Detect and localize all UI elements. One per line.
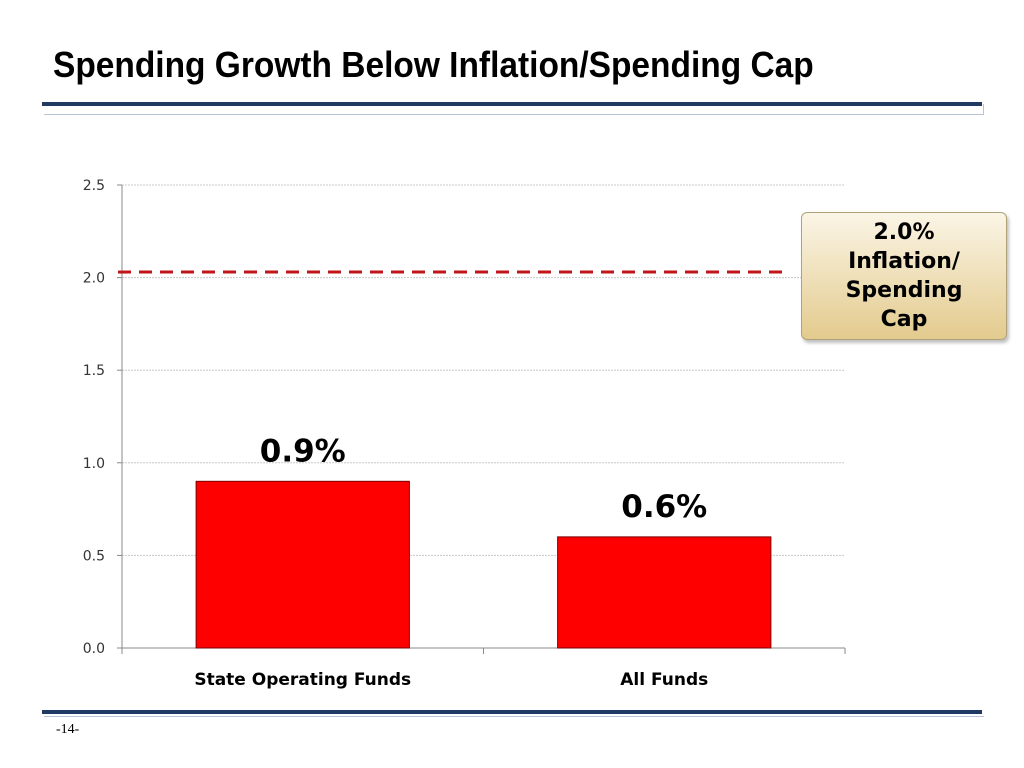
y-tick-label: 0.0 bbox=[83, 641, 105, 657]
bar bbox=[557, 536, 772, 649]
footer-divider-shadow bbox=[44, 716, 984, 717]
bar-value-label: 0.6% bbox=[621, 489, 707, 525]
y-tick-label: 2.5 bbox=[83, 178, 105, 194]
title-divider-edge bbox=[983, 104, 984, 115]
callout-text: 2.0% Inflation/ Spending Cap bbox=[845, 220, 963, 332]
title-divider bbox=[42, 102, 982, 106]
page-title: Spending Growth Below Inflation/Spending… bbox=[53, 44, 814, 85]
y-tick-label: 0.5 bbox=[83, 548, 105, 564]
bar bbox=[195, 480, 410, 649]
bar-value-label: 0.9% bbox=[260, 433, 346, 469]
inflation-cap-callout: 2.0% Inflation/ Spending Cap bbox=[801, 212, 1007, 340]
page-number: -14- bbox=[56, 722, 80, 737]
x-tick-label: State Operating Funds bbox=[194, 670, 411, 690]
labels: 0.0 0.5 1.0 1.5 2.0 2.5 0.9% State Operating Fu… bbox=[83, 178, 709, 690]
footer-divider bbox=[42, 710, 982, 714]
bars bbox=[195, 480, 772, 649]
x-tick-label: All Funds bbox=[620, 670, 708, 690]
y-tick-label: 2.0 bbox=[83, 271, 105, 287]
y-tick-label: 1.0 bbox=[83, 456, 105, 472]
title-divider-shadow bbox=[44, 114, 984, 115]
y-tick-label: 1.5 bbox=[83, 363, 105, 379]
